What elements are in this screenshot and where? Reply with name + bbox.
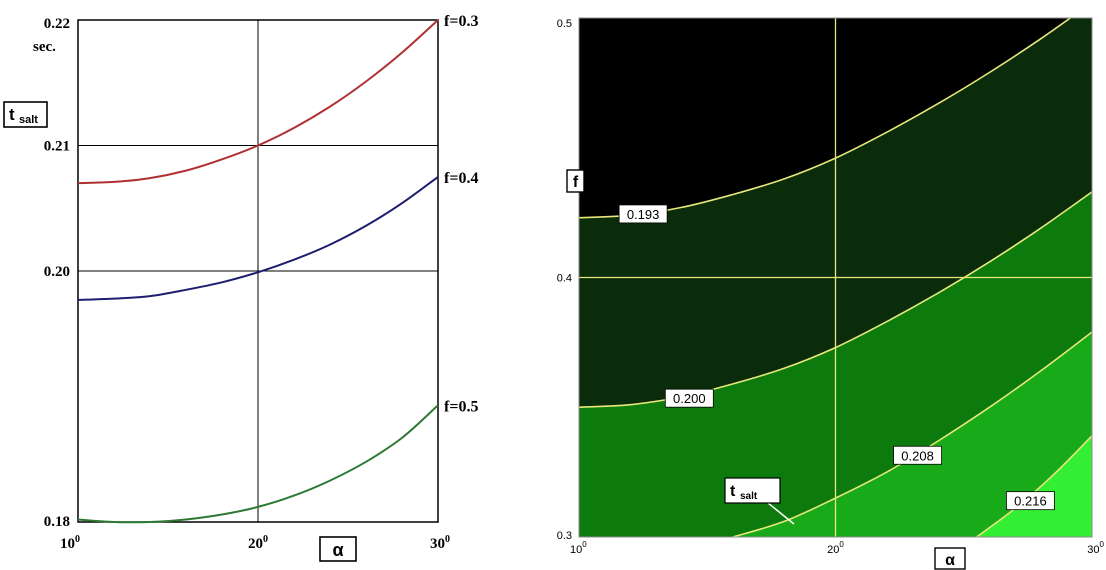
region-light-green [732,332,1092,537]
left-series-labels: f=0.3 f=0.4 f=0.5 [444,13,478,415]
region-bright-green [976,435,1092,537]
series-line-f=0.3 [77,19,439,185]
right-y-axis-title-text: f [573,174,579,191]
series-label-f=0.5: f=0.5 [444,398,478,415]
x-axis-title: α [319,536,357,562]
contour-label-text: 0.200 [673,391,706,406]
right-x-axis-title-text: α [945,552,955,569]
right-x-axis-title: α [934,547,966,570]
contour-label-box [664,388,714,408]
t-salt-box [724,477,781,504]
left-y-ticks: 0.18 0.20 0.21 0.22 [44,16,70,530]
right-y-ticks: 0.3 0.4 0.5 [557,18,572,542]
left-x-ticks: 100 200 300 [60,534,450,552]
x-axis-title-text: α [332,540,343,560]
right-x-tick-label: 100 [570,540,587,556]
series-line-f=0.5 [77,404,439,524]
right-contour-chart: 0.193 0.200 0.208 0.216 0.3 0.4 0.5 100 200 300… [557,17,1105,570]
series-line-f=0.4 [77,176,439,301]
right-gridlines [579,18,1092,537]
left-y-tick-label: 0.22 [44,16,70,32]
left-series-group [77,19,439,524]
contour-label-text: 0.208 [901,448,934,463]
right-x-tick-label: 200 [827,540,844,556]
contour-label-0.193: 0.193 [618,204,668,224]
contour-label-box [618,204,668,224]
contour-label-0.208: 0.208 [893,445,942,465]
left-line-chart: 0.180.200.210.22 100 200 300 f=0.3f=0.4f=0… [3,13,478,562]
t-salt-annotation: t salt [724,477,795,525]
contour-label-text: 0.216 [1014,494,1047,509]
right-plot-frame [578,17,1093,538]
y-axis-title-main: t [9,105,15,124]
left-x-tick-label: 300 [430,534,450,552]
contour-labels: 0.193 0.200 0.208 0.216 [618,204,1055,511]
right-x-tick-label: 300 [1087,540,1104,556]
contour-label-0.200: 0.200 [664,388,714,408]
t-salt-sub: salt [740,491,758,502]
y-axis-title-sub: salt [19,114,38,126]
y-axis-title: t salt [3,101,48,128]
series-label-f=0.3: f=0.3 [444,13,478,30]
y-unit-label: sec. [33,39,56,55]
right-x-ticks: 100 200 300 [570,540,1105,556]
right-y-tick-label: 0.3 [557,530,572,542]
contour-label-text: 0.193 [627,207,660,222]
t-salt-main: t [730,483,736,500]
left-x-tick-label: 200 [248,534,268,552]
left-x-tick-label: 100 [60,534,80,552]
contour-label-0.216: 0.216 [1006,491,1055,511]
right-y-tick-label: 0.4 [557,273,572,285]
t-salt-leader-line [767,502,795,525]
contour-label-box [893,445,942,465]
right-y-axis-title: f [566,169,585,193]
series-label-f=0.4: f=0.4 [444,170,478,187]
right-y-tick-label: 0.5 [557,18,572,30]
left-y-tick-label: 0.18 [44,514,70,530]
left-y-tick-label: 0.21 [44,139,70,155]
contour-label-box [1006,491,1055,511]
left-y-tick-label: 0.20 [44,264,70,280]
